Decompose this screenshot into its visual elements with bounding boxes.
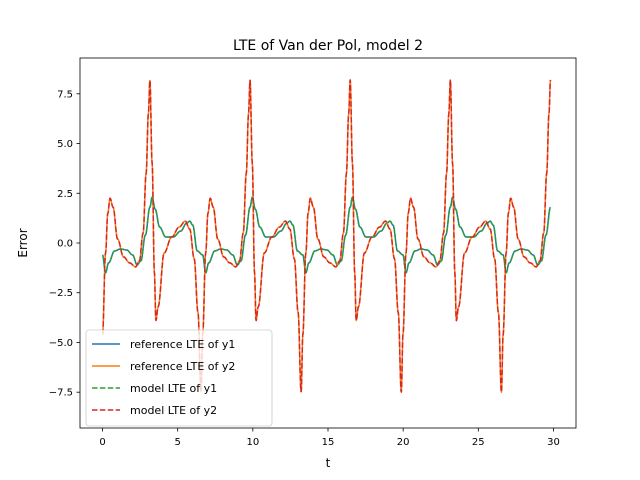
legend: reference LTE of y1 reference LTE of y2 mo… bbox=[85, 329, 273, 427]
y-tick-label: 2.5 bbox=[57, 189, 73, 200]
x-tick-label: 15 bbox=[322, 437, 335, 448]
y-tick-label: 0.0 bbox=[57, 239, 73, 250]
y-tick-label: 5.0 bbox=[57, 139, 73, 150]
chart-title: LTE of Van der Pol, model 2 bbox=[233, 38, 423, 54]
y-axis: −7.5 −5.0 −2.5 0.0 2.5 5.0 7.5 bbox=[49, 89, 80, 399]
x-tick-label: 5 bbox=[175, 437, 181, 448]
y-tick-label: −2.5 bbox=[49, 288, 73, 299]
y-tick-label: −7.5 bbox=[49, 388, 73, 399]
x-axis: 0 5 10 15 20 25 30 bbox=[99, 428, 560, 448]
x-tick-label: 10 bbox=[246, 437, 259, 448]
y-tick-label: −5.0 bbox=[49, 338, 73, 349]
series-line-4 bbox=[101, 79, 552, 393]
legend-label: model LTE of y2 bbox=[130, 404, 217, 417]
x-tick-label: 30 bbox=[547, 437, 560, 448]
series-line-3 bbox=[101, 196, 552, 274]
x-tick-label: 0 bbox=[99, 437, 105, 448]
plot-area bbox=[101, 79, 552, 393]
legend-label: reference LTE of y2 bbox=[130, 360, 235, 373]
x-axis-label: t bbox=[326, 456, 331, 470]
legend-box bbox=[85, 329, 273, 427]
y-tick-label: 7.5 bbox=[57, 89, 73, 100]
legend-label: reference LTE of y1 bbox=[130, 338, 235, 351]
x-tick-label: 25 bbox=[472, 437, 485, 448]
y-axis-label: Error bbox=[16, 228, 30, 257]
x-tick-label: 20 bbox=[397, 437, 410, 448]
legend-label: model LTE of y1 bbox=[130, 382, 217, 395]
